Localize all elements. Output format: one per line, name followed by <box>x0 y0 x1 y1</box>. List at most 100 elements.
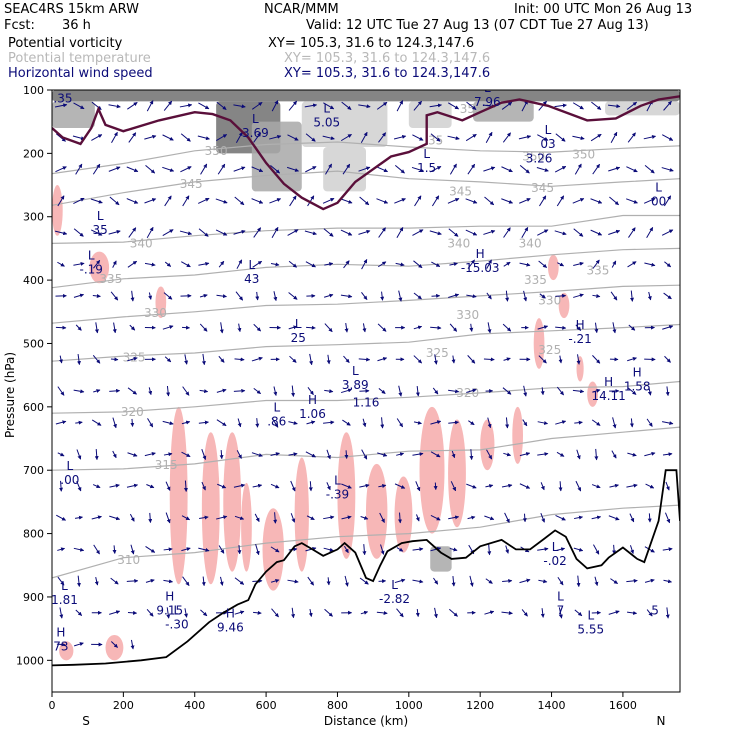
extrema-value: 1.58 <box>624 380 651 394</box>
wind-vector <box>590 229 603 236</box>
wind-vector <box>112 417 117 429</box>
wind-vector <box>288 292 298 300</box>
wind-vector <box>465 229 478 236</box>
wind-vector <box>485 578 493 584</box>
pv-positive-region <box>337 432 356 559</box>
wind-vector <box>503 357 511 362</box>
wind-vector <box>181 515 191 521</box>
wind-vector <box>610 291 618 301</box>
wind-vector <box>109 388 121 393</box>
wind-vector <box>448 293 460 298</box>
wind-vector <box>433 607 438 619</box>
wind-vector <box>538 355 547 364</box>
wind-vector <box>144 451 156 457</box>
wind-vector <box>449 323 458 332</box>
wind-vector <box>539 293 546 299</box>
wind-vector <box>594 576 599 586</box>
wind-vector <box>663 195 672 207</box>
pv-positive-region <box>512 406 523 464</box>
wind-vector <box>518 135 532 140</box>
theta-contour-label: 335 <box>524 273 547 287</box>
wind-vector <box>146 100 154 112</box>
wind-vector <box>449 262 458 267</box>
wind-vector <box>504 512 510 524</box>
wind-vector <box>646 226 654 239</box>
wind-vector <box>198 228 209 237</box>
wind-vector <box>254 513 260 523</box>
theta-contour-label: 310 <box>117 553 140 567</box>
wind-vector <box>57 547 66 552</box>
wind-vector <box>592 388 601 393</box>
wind-vector <box>253 323 261 332</box>
wind-vector <box>573 293 584 298</box>
theta-contour-label: 350 <box>572 148 595 162</box>
wind-vector <box>647 513 652 523</box>
wind-vector <box>503 261 511 267</box>
wind-vector <box>237 545 242 555</box>
extrema-value: -.19 <box>80 262 103 276</box>
wind-vector <box>449 163 457 175</box>
wind-vector <box>162 229 174 237</box>
wind-vector <box>237 323 242 333</box>
wind-vector <box>323 420 335 425</box>
init-time: Init: 00 UTC Mon 26 Aug 13 <box>514 2 693 17</box>
pv-positive-region <box>201 432 220 585</box>
pv-positive-region <box>587 381 598 407</box>
wind-vector <box>362 418 367 428</box>
wind-vector <box>127 356 138 362</box>
wind-vector <box>523 290 528 302</box>
wind-vector <box>56 642 66 647</box>
wind-vector <box>92 163 101 175</box>
wind-vector <box>360 515 369 520</box>
pv-positive-region <box>419 406 445 534</box>
wind-vector <box>626 483 638 488</box>
wind-vector <box>273 291 278 302</box>
extrema-value: 9.15 <box>156 603 183 617</box>
theta-contour-label: 335 <box>99 272 122 286</box>
pv-high-region <box>473 101 534 122</box>
wind-vector <box>235 291 244 301</box>
wind-vector <box>486 449 493 460</box>
wind-vector <box>234 515 245 520</box>
wind-vector <box>197 197 210 204</box>
wind-vector <box>522 419 528 427</box>
wind-vector <box>255 544 260 556</box>
wind-vector <box>73 547 85 552</box>
wind-vector <box>233 229 246 235</box>
wind-vector <box>359 577 369 585</box>
wind-vector <box>376 610 388 615</box>
wind-vector <box>502 323 512 332</box>
wind-vector <box>219 576 224 586</box>
wind-vector <box>395 262 405 267</box>
wind-vector <box>288 100 298 111</box>
wind-vector <box>234 357 245 362</box>
theta-contour-label: 35 <box>428 134 443 148</box>
wind-vector <box>216 515 228 520</box>
wind-vector <box>415 385 420 397</box>
extrema-letter: L <box>587 608 594 622</box>
field-name-pv: Potential vorticity <box>8 36 123 51</box>
wind-vector <box>429 103 443 108</box>
wind-vector <box>344 575 349 587</box>
wind-vector <box>537 229 549 236</box>
wind-vector <box>448 228 459 237</box>
wind-vector <box>643 198 656 204</box>
wind-vector <box>537 452 549 457</box>
wind-vector <box>483 229 496 235</box>
wind-vector <box>290 513 296 523</box>
wind-vector <box>181 261 191 268</box>
wind-vector <box>181 451 191 458</box>
theta-contour-label: 320 <box>456 386 479 400</box>
x-tick-label: 400 <box>184 699 205 712</box>
theta-contour <box>52 284 680 324</box>
wind-vector <box>322 135 335 141</box>
extrema-letter: L <box>423 147 430 161</box>
theta-contour-label: 345 <box>449 184 472 198</box>
wind-vector <box>643 135 657 140</box>
wind-vector <box>216 419 227 427</box>
wind-vector <box>93 389 101 393</box>
extrema-letter: H <box>165 589 174 603</box>
wind-vector <box>269 198 282 204</box>
wind-vector <box>217 483 227 489</box>
wind-vector <box>126 166 139 173</box>
